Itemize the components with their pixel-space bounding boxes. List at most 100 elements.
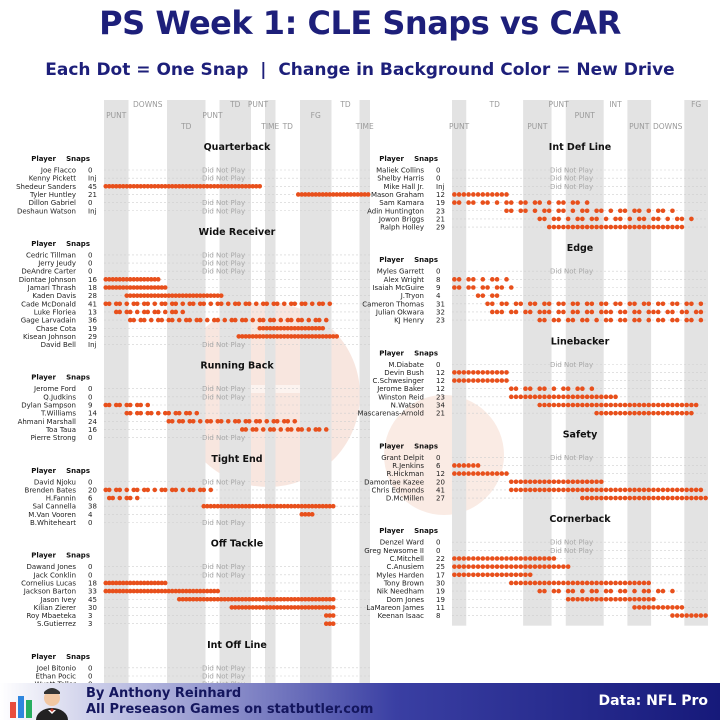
- snap-dot: [253, 605, 259, 610]
- snap-dot: [169, 301, 175, 307]
- snap-dot: [674, 487, 680, 493]
- snap-dot: [309, 512, 315, 517]
- snap-dot: [299, 334, 305, 339]
- snap-dot: [166, 317, 172, 323]
- snap-dot: [632, 588, 637, 594]
- snap-dot: [222, 184, 228, 189]
- snap-dot: [313, 192, 319, 197]
- did-not-play-label: Did Not Play: [202, 175, 245, 183]
- snap-dot: [285, 317, 291, 323]
- snap-dot: [232, 596, 238, 602]
- snap-dot: [295, 503, 301, 509]
- snap-dot: [204, 293, 210, 298]
- snap-dot: [556, 317, 561, 323]
- snap-dot: [679, 487, 685, 493]
- snap-dot: [532, 487, 538, 493]
- snap-dot: [542, 386, 547, 392]
- snap-dot: [215, 588, 221, 594]
- snap-dot: [674, 410, 680, 416]
- snap-dot: [594, 479, 599, 485]
- snap-dot: [211, 588, 217, 594]
- snap-dot: [523, 580, 528, 586]
- snap-dot: [617, 588, 623, 594]
- snap-dot: [215, 596, 221, 602]
- snap-dot: [117, 588, 123, 594]
- site-link[interactable]: All Preseason Games on statbutler.com: [86, 702, 374, 717]
- snap-dot: [316, 325, 322, 331]
- drive-result-label: DOWNS: [653, 122, 683, 131]
- snap-dot: [281, 325, 287, 331]
- snap-dot: [627, 596, 633, 602]
- snap-dot: [131, 317, 137, 323]
- snap-dot: [508, 285, 514, 290]
- snap-dot: [646, 402, 652, 408]
- snap-dot: [292, 419, 298, 424]
- player-snaps: 0: [88, 434, 92, 442]
- player-snaps: 28: [88, 292, 97, 300]
- snap-dot: [580, 216, 585, 222]
- player-snaps: 24: [88, 418, 97, 426]
- snap-dot: [617, 301, 623, 307]
- snap-dot: [504, 301, 509, 307]
- snap-dot: [565, 588, 571, 594]
- snap-dot: [565, 317, 571, 323]
- snap-dot: [117, 495, 123, 501]
- snap-dot: [674, 224, 680, 230]
- snap-dot: [589, 301, 595, 307]
- snap-dot: [271, 596, 277, 602]
- snap-dot: [131, 277, 137, 282]
- snap-dot: [365, 192, 371, 197]
- player-column-header: Player: [379, 527, 404, 535]
- snap-dot: [124, 285, 130, 290]
- snap-dot: [475, 556, 481, 561]
- snap-dot: [556, 564, 561, 569]
- snap-dot: [281, 503, 287, 509]
- snap-dot: [651, 596, 656, 602]
- did-not-play-label: Did Not Play: [202, 207, 245, 215]
- snap-dot: [124, 293, 130, 298]
- did-not-play-label: Did Not Play: [202, 341, 245, 349]
- player-name: Kilian Zierer: [34, 604, 76, 612]
- snaps-column-header: Snaps: [66, 552, 90, 560]
- snap-dot: [665, 410, 671, 416]
- snap-dot: [173, 588, 179, 594]
- snap-dot: [513, 301, 519, 307]
- snap-dot: [622, 487, 628, 493]
- snap-dot: [641, 301, 647, 307]
- snap-dot: [134, 184, 140, 189]
- snap-dot: [127, 184, 133, 189]
- did-not-play-label: Did Not Play: [550, 175, 593, 183]
- snap-dot: [190, 487, 196, 493]
- snap-dot: [152, 309, 158, 315]
- snap-dot: [232, 184, 238, 189]
- snap-dot: [603, 224, 609, 230]
- player-column-header: Player: [379, 256, 404, 264]
- drive-result-label: PUNT: [629, 122, 650, 131]
- snap-dot: [278, 427, 284, 432]
- snap-dot: [232, 419, 238, 424]
- snap-dot: [632, 487, 637, 493]
- snap-dot: [556, 580, 561, 586]
- snap-dot: [580, 402, 585, 408]
- snap-dot: [152, 580, 158, 586]
- snap-dot: [499, 309, 505, 315]
- snap-dot: [537, 309, 543, 315]
- snap-dot: [299, 503, 305, 509]
- snap-dot: [222, 596, 228, 602]
- snap-dot: [169, 309, 175, 315]
- snap-dot: [698, 613, 704, 618]
- snap-dot: [603, 301, 609, 307]
- snap-dot: [670, 588, 675, 594]
- snap-dot: [499, 556, 505, 561]
- position-group-title: Edge: [567, 243, 594, 254]
- snap-dot: [127, 285, 133, 290]
- snap-dot: [646, 580, 652, 586]
- snap-dot: [134, 301, 140, 307]
- snap-dot: [285, 334, 291, 339]
- snap-dot: [120, 184, 126, 189]
- snap-dot: [584, 200, 590, 205]
- snap-dot: [152, 588, 158, 594]
- snap-dot: [106, 580, 112, 586]
- snap-dot: [603, 580, 609, 586]
- snap-dot: [461, 463, 467, 468]
